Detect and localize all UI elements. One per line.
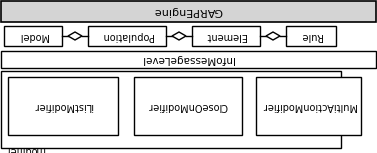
Bar bbox=[1, 51, 376, 68]
Polygon shape bbox=[68, 32, 82, 40]
Text: Element: Element bbox=[206, 31, 246, 41]
Bar bbox=[4, 26, 62, 46]
Bar bbox=[1, 1, 376, 22]
Bar bbox=[134, 77, 242, 135]
Bar bbox=[256, 77, 361, 135]
Text: Rule: Rule bbox=[300, 31, 322, 41]
Bar bbox=[88, 26, 166, 46]
Text: InfoMessageLevel: InfoMessageLevel bbox=[141, 54, 234, 65]
Polygon shape bbox=[172, 32, 186, 40]
Bar bbox=[8, 77, 118, 135]
Text: Population: Population bbox=[101, 31, 153, 41]
Text: MultiActionModifier: MultiActionModifier bbox=[261, 101, 356, 111]
Text: iListModifier: iListModifier bbox=[33, 101, 93, 111]
Polygon shape bbox=[266, 32, 280, 40]
Bar bbox=[1, 71, 341, 148]
Text: GARPEngine: GARPEngine bbox=[153, 6, 222, 17]
Text: Model: Model bbox=[18, 31, 48, 41]
Text: modifier: modifier bbox=[5, 145, 45, 153]
Bar bbox=[286, 26, 336, 46]
Text: CloseOnModifier: CloseOnModifier bbox=[148, 101, 228, 111]
Bar bbox=[192, 26, 260, 46]
